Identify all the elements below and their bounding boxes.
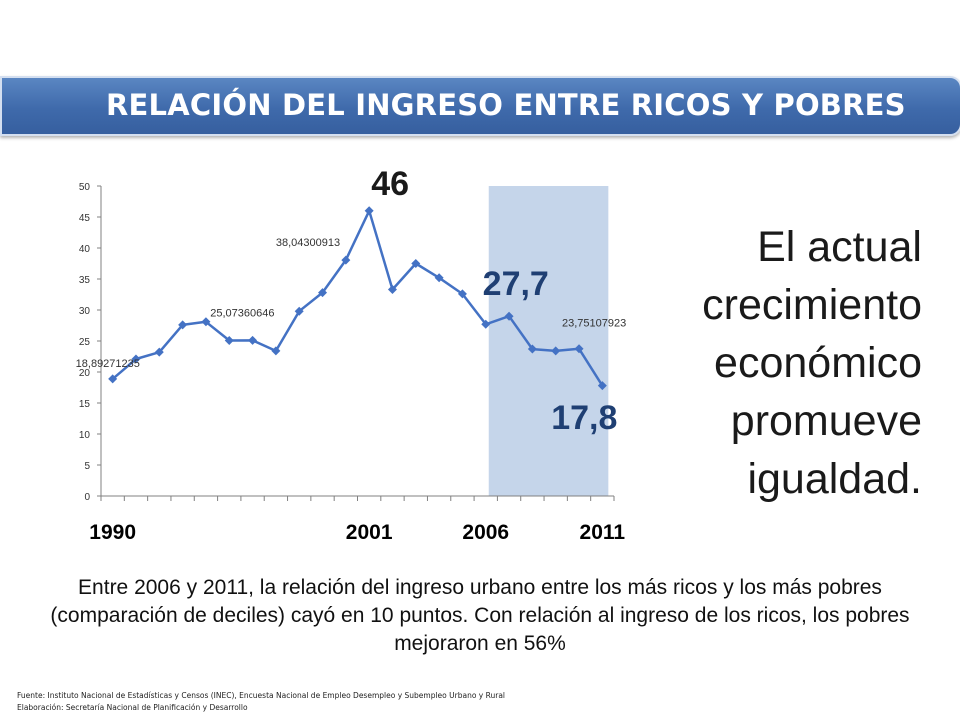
side-statement: El actual crecimiento económico promueve… <box>622 218 922 508</box>
y-tick-label: 15 <box>79 399 91 410</box>
y-tick-label: 35 <box>79 275 91 286</box>
data-point <box>271 346 281 356</box>
data-point <box>504 311 514 321</box>
callout-2011: 17,8 <box>551 399 617 437</box>
data-label: 18,89271235 <box>76 358 140 370</box>
data-point <box>201 317 211 327</box>
data-point <box>574 344 584 354</box>
line-chart: 0 5 10 15 20 25 30 35 40 45 50 1990 2001 2006 2011 18,… <box>76 165 627 544</box>
y-tick-label: 45 <box>79 213 91 224</box>
y-tick-label: 40 <box>79 244 91 255</box>
data-point <box>294 306 304 316</box>
data-point <box>108 374 118 384</box>
data-point <box>154 347 164 357</box>
data-point <box>434 273 444 283</box>
series-line <box>111 209 604 387</box>
side-statement-line: igualdad. <box>747 455 922 503</box>
y-tick-label: 30 <box>79 306 91 317</box>
data-point <box>318 288 328 298</box>
data-point <box>411 259 421 268</box>
y-tick-label: 10 <box>79 430 91 441</box>
side-statement-line: crecimiento <box>702 281 922 329</box>
x-tick-label: 2011 <box>580 521 626 544</box>
y-tick-label: 20 <box>79 368 91 379</box>
data-point <box>224 336 234 346</box>
data-point <box>341 255 351 265</box>
y-tick-label: 50 <box>79 182 91 193</box>
data-point <box>527 344 537 354</box>
side-statement-line: El actual <box>757 223 922 271</box>
data-label: 25,07360646 <box>210 308 274 320</box>
data-point <box>131 354 141 364</box>
summary-paragraph: Entre 2006 y 2011, la relación del ingre… <box>50 576 910 655</box>
highlight-band <box>488 186 609 496</box>
page-title: RELACIÓN DEL INGRESO ENTRE RICOS Y POBRE… <box>106 88 906 122</box>
title-banner-bar: RELACIÓN DEL INGRESO ENTRE RICOS Y POBRE… <box>0 76 960 136</box>
data-label: 38,04300913 <box>276 237 340 249</box>
side-statement-line: promueve <box>730 397 922 445</box>
data-point <box>597 381 607 391</box>
data-point <box>387 285 397 295</box>
x-tick-label: 2001 <box>346 521 393 544</box>
data-point <box>364 206 374 216</box>
data-point <box>178 320 188 330</box>
x-tick-label: 1990 <box>89 521 136 544</box>
title-banner: RELACIÓN DEL INGRESO ENTRE RICOS Y POBRE… <box>0 74 960 136</box>
y-tick-label: 0 <box>84 492 90 503</box>
source-footnote: Fuente: Instituto Nacional de Estadístic… <box>17 691 506 700</box>
data-point <box>457 289 467 299</box>
data-point <box>481 319 491 329</box>
y-tick-label: 5 <box>84 461 90 472</box>
callout-2006: 27,7 <box>483 265 549 303</box>
callout-peak: 46 <box>371 165 409 203</box>
data-point <box>551 346 561 356</box>
x-tick-label: 2006 <box>462 521 509 544</box>
data-label: 23,75107923 <box>562 318 626 330</box>
data-point <box>248 335 258 345</box>
y-tick-label: 25 <box>79 337 91 348</box>
side-statement-line: económico <box>714 339 922 387</box>
elaboration-footnote: Elaboración: Secretaría Nacional de Plan… <box>17 703 248 712</box>
